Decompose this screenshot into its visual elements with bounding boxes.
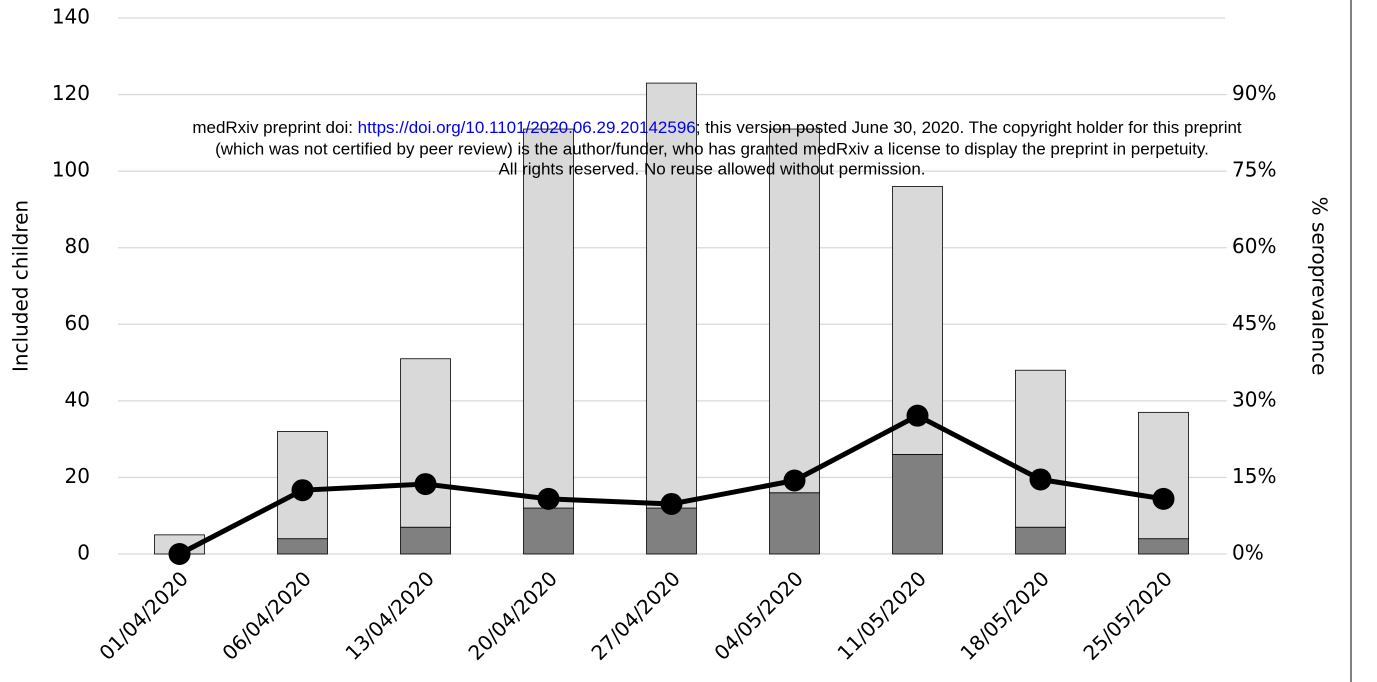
y-tick-label: 60 xyxy=(65,311,90,335)
bar xyxy=(277,538,328,555)
bar xyxy=(1015,369,1066,528)
marker xyxy=(537,487,560,510)
y2-tick-label: 90% xyxy=(1232,81,1276,105)
x-tick-label: 25/05/2020 xyxy=(1078,566,1176,664)
bar xyxy=(646,82,697,509)
watermark-line: All rights reserved. No reuse allowed wi… xyxy=(498,159,925,178)
bar xyxy=(1138,411,1189,540)
y2-tick-label: 0% xyxy=(1232,541,1264,565)
marker xyxy=(1152,487,1175,510)
x-tick-label: 01/04/2020 xyxy=(94,566,192,664)
bar xyxy=(523,507,574,555)
marker xyxy=(660,492,683,515)
watermark-text: medRxiv preprint doi: xyxy=(192,118,357,137)
x-tick-label: 04/05/2020 xyxy=(709,566,807,664)
y2-tick-label: 45% xyxy=(1232,311,1276,335)
y-axis-title: Included children xyxy=(9,200,33,372)
marker xyxy=(291,479,314,502)
y2-tick-label: 30% xyxy=(1232,387,1276,411)
x-tick-label: 20/04/2020 xyxy=(463,566,561,664)
bar xyxy=(523,128,574,509)
y-tick-label: 120 xyxy=(52,81,90,105)
y2-tick-label: 75% xyxy=(1232,158,1276,182)
marker xyxy=(168,543,191,565)
watermark-text: ; this version posted June 30, 2020. The… xyxy=(696,118,1242,137)
y2-tick-label: 15% xyxy=(1232,464,1276,488)
bar xyxy=(1015,526,1066,555)
watermark-line: (which was not certified by peer review)… xyxy=(215,139,1209,158)
bar xyxy=(400,358,451,528)
bar xyxy=(1138,538,1189,555)
bar xyxy=(400,526,451,555)
x-tick-label: 18/05/2020 xyxy=(955,566,1053,664)
x-tick-label: 13/04/2020 xyxy=(340,566,438,664)
bar xyxy=(892,454,943,555)
y2-axis-title: % seroprevalence xyxy=(1308,197,1332,376)
marker xyxy=(1029,468,1052,491)
y-tick-label: 100 xyxy=(52,158,90,182)
marker xyxy=(906,404,929,427)
y2-tick-label: 60% xyxy=(1232,234,1276,258)
plot-area: 0 20 40 60 80 100 120 140 0% 15% 30% 45% 60% 75% 90% 01… xyxy=(52,5,1277,665)
x-tick-label: 06/04/2020 xyxy=(217,566,315,664)
y-tick-label: 40 xyxy=(65,387,90,411)
x-tick-label: 11/05/2020 xyxy=(832,566,930,664)
bar xyxy=(769,128,820,494)
bar xyxy=(646,507,697,555)
doi-link[interactable]: https://doi.org/10.1101/2020.06.29.20142… xyxy=(358,118,696,137)
bar xyxy=(769,492,820,555)
marker xyxy=(414,473,437,496)
y-tick-label: 140 xyxy=(52,5,90,29)
y-tick-label: 0 xyxy=(77,541,90,565)
y-tick-label: 20 xyxy=(65,464,90,488)
y-tick-label: 80 xyxy=(65,234,90,258)
x-tick-label: 27/04/2020 xyxy=(586,566,684,664)
marker xyxy=(783,469,806,492)
watermark-line: medRxiv preprint doi: https://doi.org/10… xyxy=(192,118,1242,137)
